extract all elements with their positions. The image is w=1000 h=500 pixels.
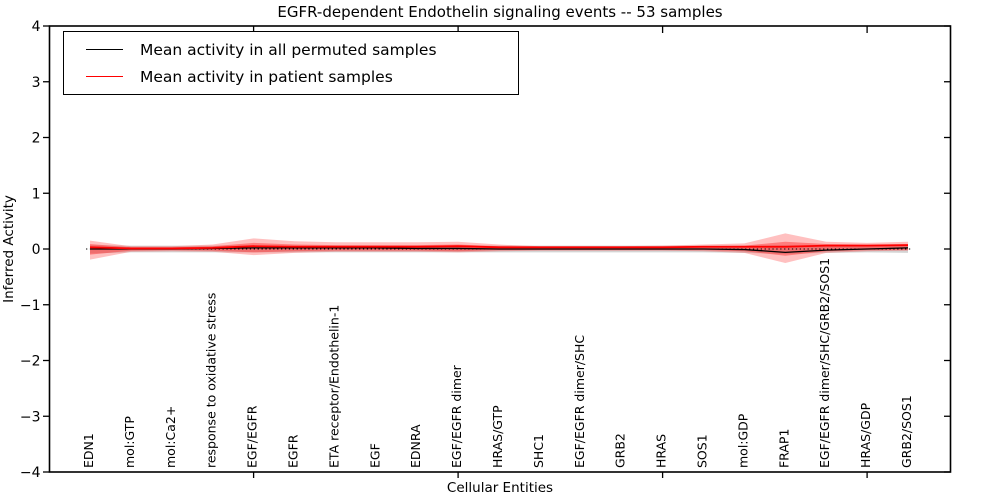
- permuted-line-swatch: [86, 49, 123, 50]
- x-axis-label: Cellular Entities: [446, 480, 554, 496]
- category-label: FRAP1: [776, 429, 791, 468]
- category-label: mol:GDP: [735, 413, 750, 468]
- y-tick-label: −4: [20, 465, 41, 481]
- y-tick-label: 4: [32, 19, 41, 35]
- legend-label-permuted: Mean activity in all permuted samples: [140, 40, 437, 59]
- y-tick-label: 3: [32, 75, 41, 91]
- category-label: GRB2: [613, 433, 628, 468]
- legend: Mean activity in all permuted samples Me…: [63, 31, 519, 95]
- category-label: SOS1: [695, 434, 710, 468]
- y-tick-label: −2: [20, 354, 41, 370]
- category-label: mol:Ca2+: [163, 406, 178, 468]
- category-label: EGFR: [286, 434, 301, 468]
- chart-title: EGFR-dependent Endothelin signaling even…: [277, 3, 723, 21]
- category-label: EGF/EGFR dimer/SHC: [572, 335, 587, 468]
- y-tick-label: 2: [32, 131, 41, 147]
- patient-line-swatch: [86, 76, 123, 77]
- legend-entry-permuted: Mean activity in all permuted samples: [64, 36, 518, 63]
- series-line-patient: [89, 244, 909, 250]
- legend-label-patient: Mean activity in patient samples: [140, 67, 393, 86]
- category-label: EGF/EGFR dimer/SHC/GRB2/SOS1: [817, 258, 832, 468]
- category-label: EDN1: [81, 433, 96, 468]
- category-label: HRAS/GDP: [858, 402, 873, 468]
- y-axis-label: Inferred Activity: [1, 195, 17, 303]
- category-label: SHC1: [531, 434, 546, 468]
- category-label: mol:GTP: [122, 416, 137, 468]
- category-label: response to oxidative stress: [204, 293, 219, 468]
- category-label: EGF/EGFR: [245, 405, 260, 468]
- category-label: EDNRA: [408, 424, 423, 468]
- y-tick-label: −3: [20, 409, 41, 425]
- category-label: EGF: [367, 443, 382, 468]
- category-label: ETA receptor/Endothelin-1: [326, 305, 341, 468]
- y-tick-label: 0: [32, 242, 41, 258]
- y-tick-label: −1: [20, 298, 41, 314]
- category-label: HRAS: [654, 434, 669, 468]
- y-tick-label: 1: [32, 186, 41, 202]
- category-label: EGF/EGFR dimer: [449, 364, 464, 468]
- category-label: HRAS/GTP: [490, 405, 505, 468]
- series-line-permuted: [90, 247, 909, 253]
- legend-entry-patient: Mean activity in patient samples: [64, 63, 518, 90]
- category-label: GRB2/SOS1: [899, 395, 914, 468]
